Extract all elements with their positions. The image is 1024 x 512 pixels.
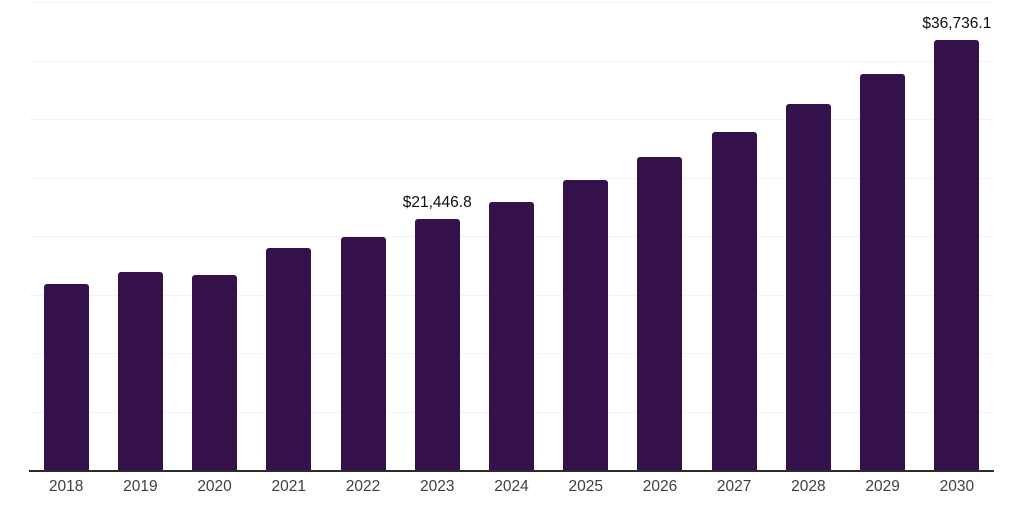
bar-2018[interactable] <box>43 283 89 470</box>
x-axis-label-2020: 2020 <box>197 478 232 495</box>
x-axis-label-2030: 2030 <box>939 478 975 495</box>
x-axis-label-2026: 2026 <box>642 478 678 495</box>
x-axis-label-2023: 2023 <box>420 478 455 495</box>
bar-2026[interactable] <box>637 157 683 470</box>
x-axis-label-2021: 2021 <box>271 478 307 495</box>
bar-slot-2025 <box>549 2 623 470</box>
bar-slot-2029 <box>846 2 920 470</box>
bar-slot-2024 <box>474 2 548 470</box>
gridline-25000 <box>29 177 994 179</box>
bar-2022[interactable] <box>340 236 386 470</box>
gridline-40000 <box>29 2 994 3</box>
bar-2019[interactable] <box>117 271 163 470</box>
gridline-35000 <box>29 60 994 62</box>
x-axis-label-2024: 2024 <box>494 478 529 495</box>
x-axis-label-2029: 2029 <box>865 478 900 495</box>
x-axis-label-2027: 2027 <box>716 478 752 495</box>
bar-slot-2020 <box>177 2 251 470</box>
bar-2027[interactable] <box>711 131 757 470</box>
bar-2028[interactable] <box>785 103 831 470</box>
bar-2020[interactable] <box>192 274 238 470</box>
bar-slot-2019 <box>103 2 177 470</box>
bar-slot-2022 <box>326 2 400 470</box>
x-axis-label-2018: 2018 <box>48 478 84 495</box>
x-axis-label-2022: 2022 <box>345 478 381 495</box>
plot-area: $21,446.8 $36,736.1 <box>29 2 994 472</box>
bar-2025[interactable] <box>563 179 609 470</box>
bar-2029[interactable] <box>860 73 906 470</box>
bar-2023[interactable] <box>414 219 460 470</box>
bar-2021[interactable] <box>266 247 312 470</box>
x-axis-label-2019: 2019 <box>123 478 158 495</box>
bar-2024[interactable] <box>488 201 534 470</box>
bar-slot-2018 <box>29 2 103 470</box>
bar-slot-2026 <box>623 2 697 470</box>
bar-slot-2021 <box>252 2 326 470</box>
bar-value-label-2023: $21,446.8 <box>402 194 472 212</box>
bar-value-label-2030: $36,736.1 <box>922 15 992 33</box>
bar-2030[interactable] <box>934 40 980 470</box>
x-axis: 2018 2019 2020 2021 2022 2023 2024 2025 2026 2027… <box>29 478 994 502</box>
bar-slot-2027 <box>697 2 771 470</box>
bar-slot-2028 <box>771 2 845 470</box>
x-axis-label-2025: 2025 <box>568 478 603 495</box>
bar-slot-2030: $36,736.1 <box>920 2 994 470</box>
gridline-30000 <box>29 119 994 120</box>
bar-slot-2023: $21,446.8 <box>400 2 474 470</box>
x-axis-label-2028: 2028 <box>791 478 826 495</box>
